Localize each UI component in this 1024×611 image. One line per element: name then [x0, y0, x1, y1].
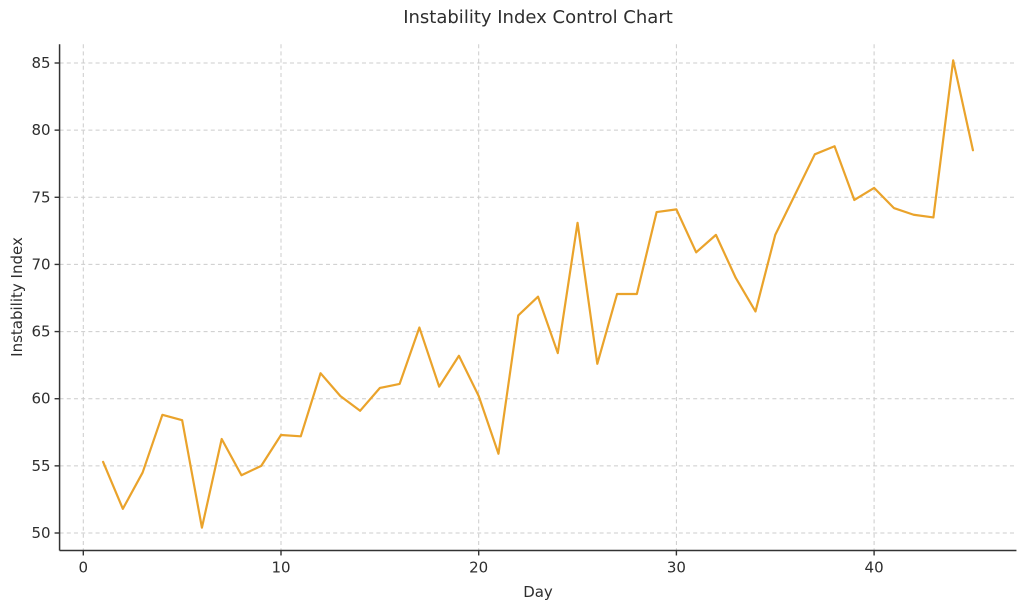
- x-tick-label: 20: [469, 558, 488, 576]
- y-tick-label: 70: [31, 255, 50, 273]
- instability-index-line: [101, 59, 975, 529]
- chart-title: Instability Index Control Chart: [403, 7, 673, 28]
- y-axis-label: Instability Index: [8, 237, 26, 357]
- y-tick-label: 65: [31, 323, 50, 341]
- y-tick-label: 75: [31, 188, 50, 206]
- y-tick-label: 50: [31, 524, 50, 542]
- x-tick-label: 40: [865, 558, 884, 576]
- y-tick-label: 55: [31, 457, 50, 475]
- y-tick-label: 85: [31, 54, 50, 72]
- x-tick-label: 30: [667, 558, 686, 576]
- x-axis-label: Day: [523, 583, 553, 601]
- x-tick-label: 10: [271, 558, 290, 576]
- y-tick-label: 80: [31, 121, 50, 139]
- y-tick-label: 60: [31, 390, 50, 408]
- x-tick-label: 0: [79, 558, 89, 576]
